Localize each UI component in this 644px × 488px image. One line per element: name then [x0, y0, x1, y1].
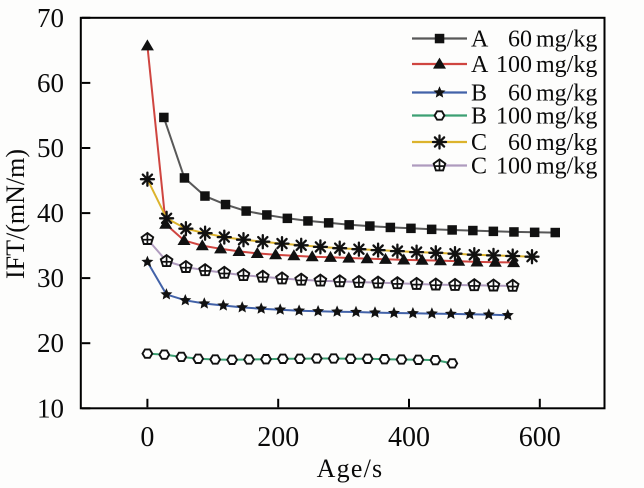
svg-text:mg/kg: mg/kg: [536, 130, 597, 156]
svg-text:C: C: [471, 154, 487, 180]
svg-text:A: A: [471, 27, 489, 53]
svg-text:10: 10: [37, 393, 64, 423]
svg-text:C: C: [471, 130, 487, 156]
svg-text:70: 70: [37, 3, 64, 33]
svg-text:600: 600: [519, 422, 561, 453]
svg-text:400: 400: [388, 422, 430, 453]
svg-text:60: 60: [508, 81, 532, 107]
svg-text:30: 30: [37, 263, 64, 293]
svg-text:mg/kg: mg/kg: [536, 154, 597, 180]
svg-text:0: 0: [140, 422, 154, 453]
svg-text:200: 200: [257, 422, 299, 453]
svg-text:B: B: [471, 104, 487, 130]
svg-text:Age/s: Age/s: [317, 454, 384, 483]
svg-text:60: 60: [508, 27, 532, 53]
svg-text:A: A: [471, 52, 489, 78]
svg-text:IFT/(mN/m): IFT/(mN/m): [1, 149, 30, 279]
svg-text:20: 20: [37, 328, 64, 358]
svg-text:60: 60: [508, 130, 532, 156]
svg-text:100: 100: [496, 52, 532, 78]
svg-text:50: 50: [37, 133, 64, 163]
svg-text:mg/kg: mg/kg: [536, 104, 597, 130]
svg-text:40: 40: [37, 198, 64, 228]
svg-text:mg/kg: mg/kg: [536, 52, 597, 78]
svg-text:100: 100: [496, 154, 532, 180]
svg-text:mg/kg: mg/kg: [536, 81, 597, 107]
svg-text:mg/kg: mg/kg: [536, 27, 597, 53]
svg-text:60: 60: [37, 68, 64, 98]
svg-text:B: B: [471, 81, 487, 107]
svg-text:100: 100: [496, 104, 532, 130]
